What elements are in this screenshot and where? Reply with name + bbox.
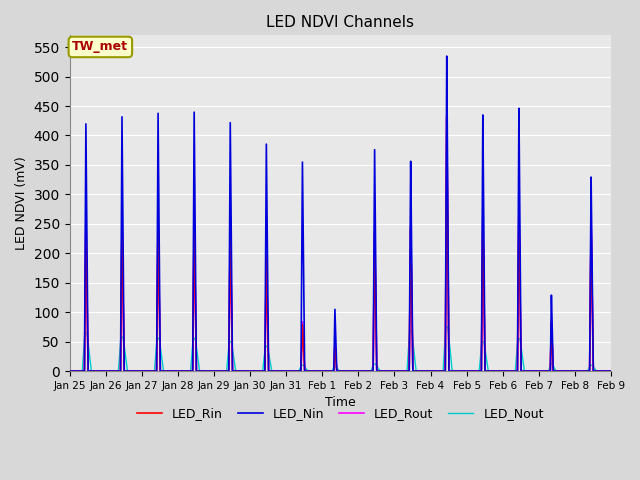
LED_Rout: [268, 368, 276, 374]
Y-axis label: LED NDVI (mV): LED NDVI (mV): [15, 156, 28, 250]
LED_Nin: [66, 368, 74, 374]
Line: LED_Rin: LED_Rin: [70, 119, 611, 371]
LED_Rout: [607, 368, 615, 374]
LED_Nin: [443, 53, 451, 59]
LED_Rin: [443, 116, 451, 121]
LED_Nout: [415, 368, 422, 374]
LED_Nin: [176, 368, 184, 374]
LED_Rin: [607, 368, 615, 374]
LED_Rin: [182, 368, 189, 374]
LED_Nout: [182, 368, 189, 374]
LED_Nout: [66, 368, 74, 374]
LED_Nout: [607, 368, 615, 374]
LED_Nin: [415, 368, 422, 374]
LED_Rout: [415, 368, 422, 374]
LED_Rin: [268, 368, 276, 374]
Title: LED NDVI Channels: LED NDVI Channels: [266, 15, 414, 30]
LED_Rout: [66, 368, 74, 374]
LED_Rout: [443, 113, 451, 119]
LED_Nout: [442, 324, 449, 330]
LED_Rout: [492, 368, 500, 374]
LED_Nin: [492, 368, 500, 374]
LED_Rout: [176, 368, 184, 374]
LED_Nin: [268, 368, 276, 374]
LED_Rout: [182, 368, 189, 374]
LED_Nout: [268, 368, 276, 374]
LED_Rin: [492, 368, 500, 374]
Legend: LED_Rin, LED_Nin, LED_Rout, LED_Nout: LED_Rin, LED_Nin, LED_Rout, LED_Nout: [132, 402, 549, 425]
Line: LED_Nout: LED_Nout: [70, 327, 611, 371]
Line: LED_Rout: LED_Rout: [70, 116, 611, 371]
LED_Nin: [605, 368, 613, 374]
Text: TW_met: TW_met: [72, 40, 129, 53]
LED_Nout: [492, 368, 500, 374]
LED_Nin: [607, 368, 615, 374]
LED_Rin: [605, 368, 613, 374]
LED_Rin: [415, 368, 422, 374]
X-axis label: Time: Time: [325, 396, 356, 409]
LED_Rin: [176, 368, 184, 374]
LED_Nout: [605, 368, 613, 374]
LED_Nin: [182, 368, 189, 374]
LED_Rout: [605, 368, 613, 374]
LED_Rin: [66, 368, 74, 374]
LED_Nout: [176, 368, 184, 374]
Line: LED_Nin: LED_Nin: [70, 56, 611, 371]
